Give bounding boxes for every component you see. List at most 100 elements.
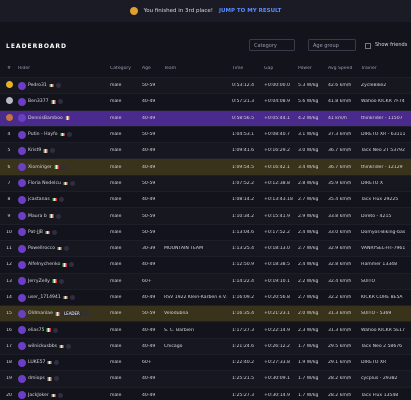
leaderboard-row[interactable]: 6 Xiomiriger male 40-49 1:09:54.5 +0:16:42.1 3… [0,159,411,176]
rank: 16 [6,327,12,333]
add-friend-icon[interactable] [57,392,63,398]
leaderboard-row[interactable]: 8 jcastanas male 40-49 1:08:14.2 +0:13:43.18 2… [0,192,411,209]
rank: 6 [7,164,11,170]
add-friend-icon[interactable] [66,343,72,349]
rider-name[interactable]: Xiomiriger [28,164,52,170]
gap-cell: +0:00:00.0 [264,83,290,89]
jump-link[interactable]: JUMP TO MY RESULT [218,8,282,14]
flag [50,393,56,398]
time-cell: 1:07:52.2 [232,180,255,186]
add-friend-icon[interactable] [69,262,75,268]
rider-name[interactable]: Floria Nedelcu [28,180,61,186]
add-friend-icon[interactable] [58,278,64,284]
rider-cell: DennisBamboo [18,114,110,123]
speed-cell: 32.2 km/h [328,295,352,300]
rider-name[interactable]: Pat-JJB [28,229,43,235]
add-friend-icon[interactable] [58,197,64,203]
add-friend-icon[interactable] [57,99,63,105]
rider-cell: Ben3377 [18,97,110,106]
leaderboard-row[interactable]: 9 Maura b male 50-59 1:10:34.2 +0:15:41.9 2.9 … [0,208,411,225]
add-friend-icon[interactable] [53,376,59,382]
add-friend-icon[interactable] [55,83,61,89]
rider-name[interactable]: Putin - Hayfo [28,132,58,138]
rider-name[interactable]: dmiops [28,376,45,382]
flag [46,377,52,381]
rider-cell: Floria Nedelcu [18,179,110,188]
result-banner: You finished in 3rd place! JUMP TO MY RE… [0,0,411,22]
leaderboard-row[interactable]: 12 Alfelnychenko male 40-49 1:12:50.9 +0:18:3… [0,257,411,274]
friends-checkbox[interactable] [365,43,371,49]
time-cell: 1:08:14.2 [232,197,255,203]
leaderboard-row[interactable]: Ben3377 male 40-49 0:57:21.3 +0:04:08.9 5.6 W… [0,94,411,111]
age-cell: 50-59 [142,311,156,317]
rider-name[interactable]: Maura b [28,213,47,219]
rank: 9 [7,213,11,219]
add-friend-icon[interactable] [53,327,59,333]
add-friend-icon[interactable] [69,295,75,300]
rider-name[interactable]: DennisBamboo [28,115,63,121]
avatar [18,212,26,221]
team-cell: S. C. Barbieri [164,327,195,333]
avatar [18,293,26,302]
time-cell: 0:58:56.5 [232,115,255,121]
flag [59,344,65,349]
rider-name[interactable]: jcastanas [28,197,50,203]
team-cell: RSV 1922 Klein-Karben e.V. [164,295,227,300]
leaderboard-row[interactable]: 20 JackJoker male 40-49 1:25:27.3 +0:30:14.9 1… [0,388,411,400]
power-cell: 2.7 W/kg [298,197,319,203]
category-cell: male [110,148,122,154]
rider-name[interactable]: JerryZelly [28,278,50,284]
add-friend-icon[interactable] [55,213,61,219]
leaderboard-row[interactable]: 15 Oldmanlae LEADER male 50-59 Velodubna 1:16:… [0,306,411,323]
leaderboard-row[interactable]: 18 LUKE57 male 60+ 1:22:40.2 +0:27:33.8 1.9 W/… [0,355,411,372]
category-cell: male [110,376,122,382]
rider-name[interactable]: Pedro31 [28,83,47,89]
speed-cell: 37.3 km/h [328,132,352,138]
leaderboard-row[interactable]: 14 user_1714941 male 40-49 RSV 1922 Klein-Ka… [0,290,411,307]
leaderboard-row[interactable]: 19 dmiops male 40-49 1:25:21.5 +0:30:09.1 1.7 … [0,371,411,388]
rider-name[interactable]: wilnickusbbs [28,343,58,349]
category-cell: male [110,327,122,333]
avatar [18,260,26,269]
category-dropdown[interactable]: Category [249,39,295,51]
add-friend-icon[interactable] [50,148,56,154]
time-cell: 1:16:09.2 [232,295,255,300]
add-friend-icon[interactable] [54,360,60,366]
add-friend-icon[interactable] [51,229,57,235]
leaderboard-row[interactable]: 7 Floria Nedelcu male 50-59 1:07:52.2 +0:12:3… [0,175,411,193]
leaderboard-row[interactable]: 5 Krist9 male 40-49 1:09:41.6 +0:16:29.2 3.0 W… [0,143,411,160]
column-header: Time [232,66,244,71]
team-cell: MOUNTAIN TEAM [164,246,204,252]
leaderboard-row[interactable]: 13 JerryZelly male 60+ 1:14:22.4 +0:19:10.1 2.… [0,273,411,290]
add-friend-icon[interactable] [60,164,66,170]
add-friend-icon[interactable] [64,246,70,252]
add-friend-icon[interactable] [66,132,72,138]
leaderboard-row[interactable]: 16 elias75 male 40-49 S. C. Barbieri 1:17:27.… [0,322,411,339]
rider-name[interactable]: Ben3377 [28,99,49,105]
age-cell: 60+ [142,360,152,366]
leaderboard-row[interactable]: DennisBamboo male 40-49 0:58:56.5 +0:05:44.1… [0,110,411,127]
leaderboard-row[interactable]: Pedro31 male 50-59 0:53:12.4 +0:00:00.0 5.3 W… [0,78,411,95]
age-dropdown[interactable]: Age group [308,39,356,51]
rider-name[interactable]: JackJoker [28,392,49,398]
add-friend-icon[interactable] [69,180,75,186]
speed-cell: 35.9 km/h [328,180,352,186]
rider-name[interactable]: user_1714941 [28,295,61,300]
rider-name[interactable]: Powellrocco [28,246,56,252]
rider-name[interactable]: Alfelnychenko [28,262,61,268]
leaderboard-row[interactable]: 17 wilnickusbbs male 40-49 Chicago 1:21:24.6 +… [0,338,411,356]
power-cell: 2.0 W/kg [298,311,319,317]
leaderboard-row[interactable]: 4 Putin - Hayfo male 50-59 1:04:53.1 +0:08:40… [0,127,411,144]
rider-cell: Putin - Hayfo [18,130,110,139]
speed-cell: 35.4 km/h [328,197,352,203]
rider-name[interactable]: Oldmanlae [28,311,53,317]
rider-name[interactable]: elias75 [28,327,45,333]
age-cell: 40-49 [142,197,156,203]
add-friend-icon[interactable] [83,311,89,317]
leaderboard-row[interactable]: 10 Pat-JJB male 50-59 1:13:04.6 +0:17:52.2 2.4… [0,225,411,241]
flag [51,279,57,283]
rider-name[interactable]: Krist9 [28,148,42,154]
column-header: Rider [18,66,31,71]
rider-name[interactable]: LUKE57 [28,360,46,366]
leaderboard-row[interactable]: 11 Powellrocco male 30-39 MOUNTAIN TEAM 1:13:… [0,240,411,258]
